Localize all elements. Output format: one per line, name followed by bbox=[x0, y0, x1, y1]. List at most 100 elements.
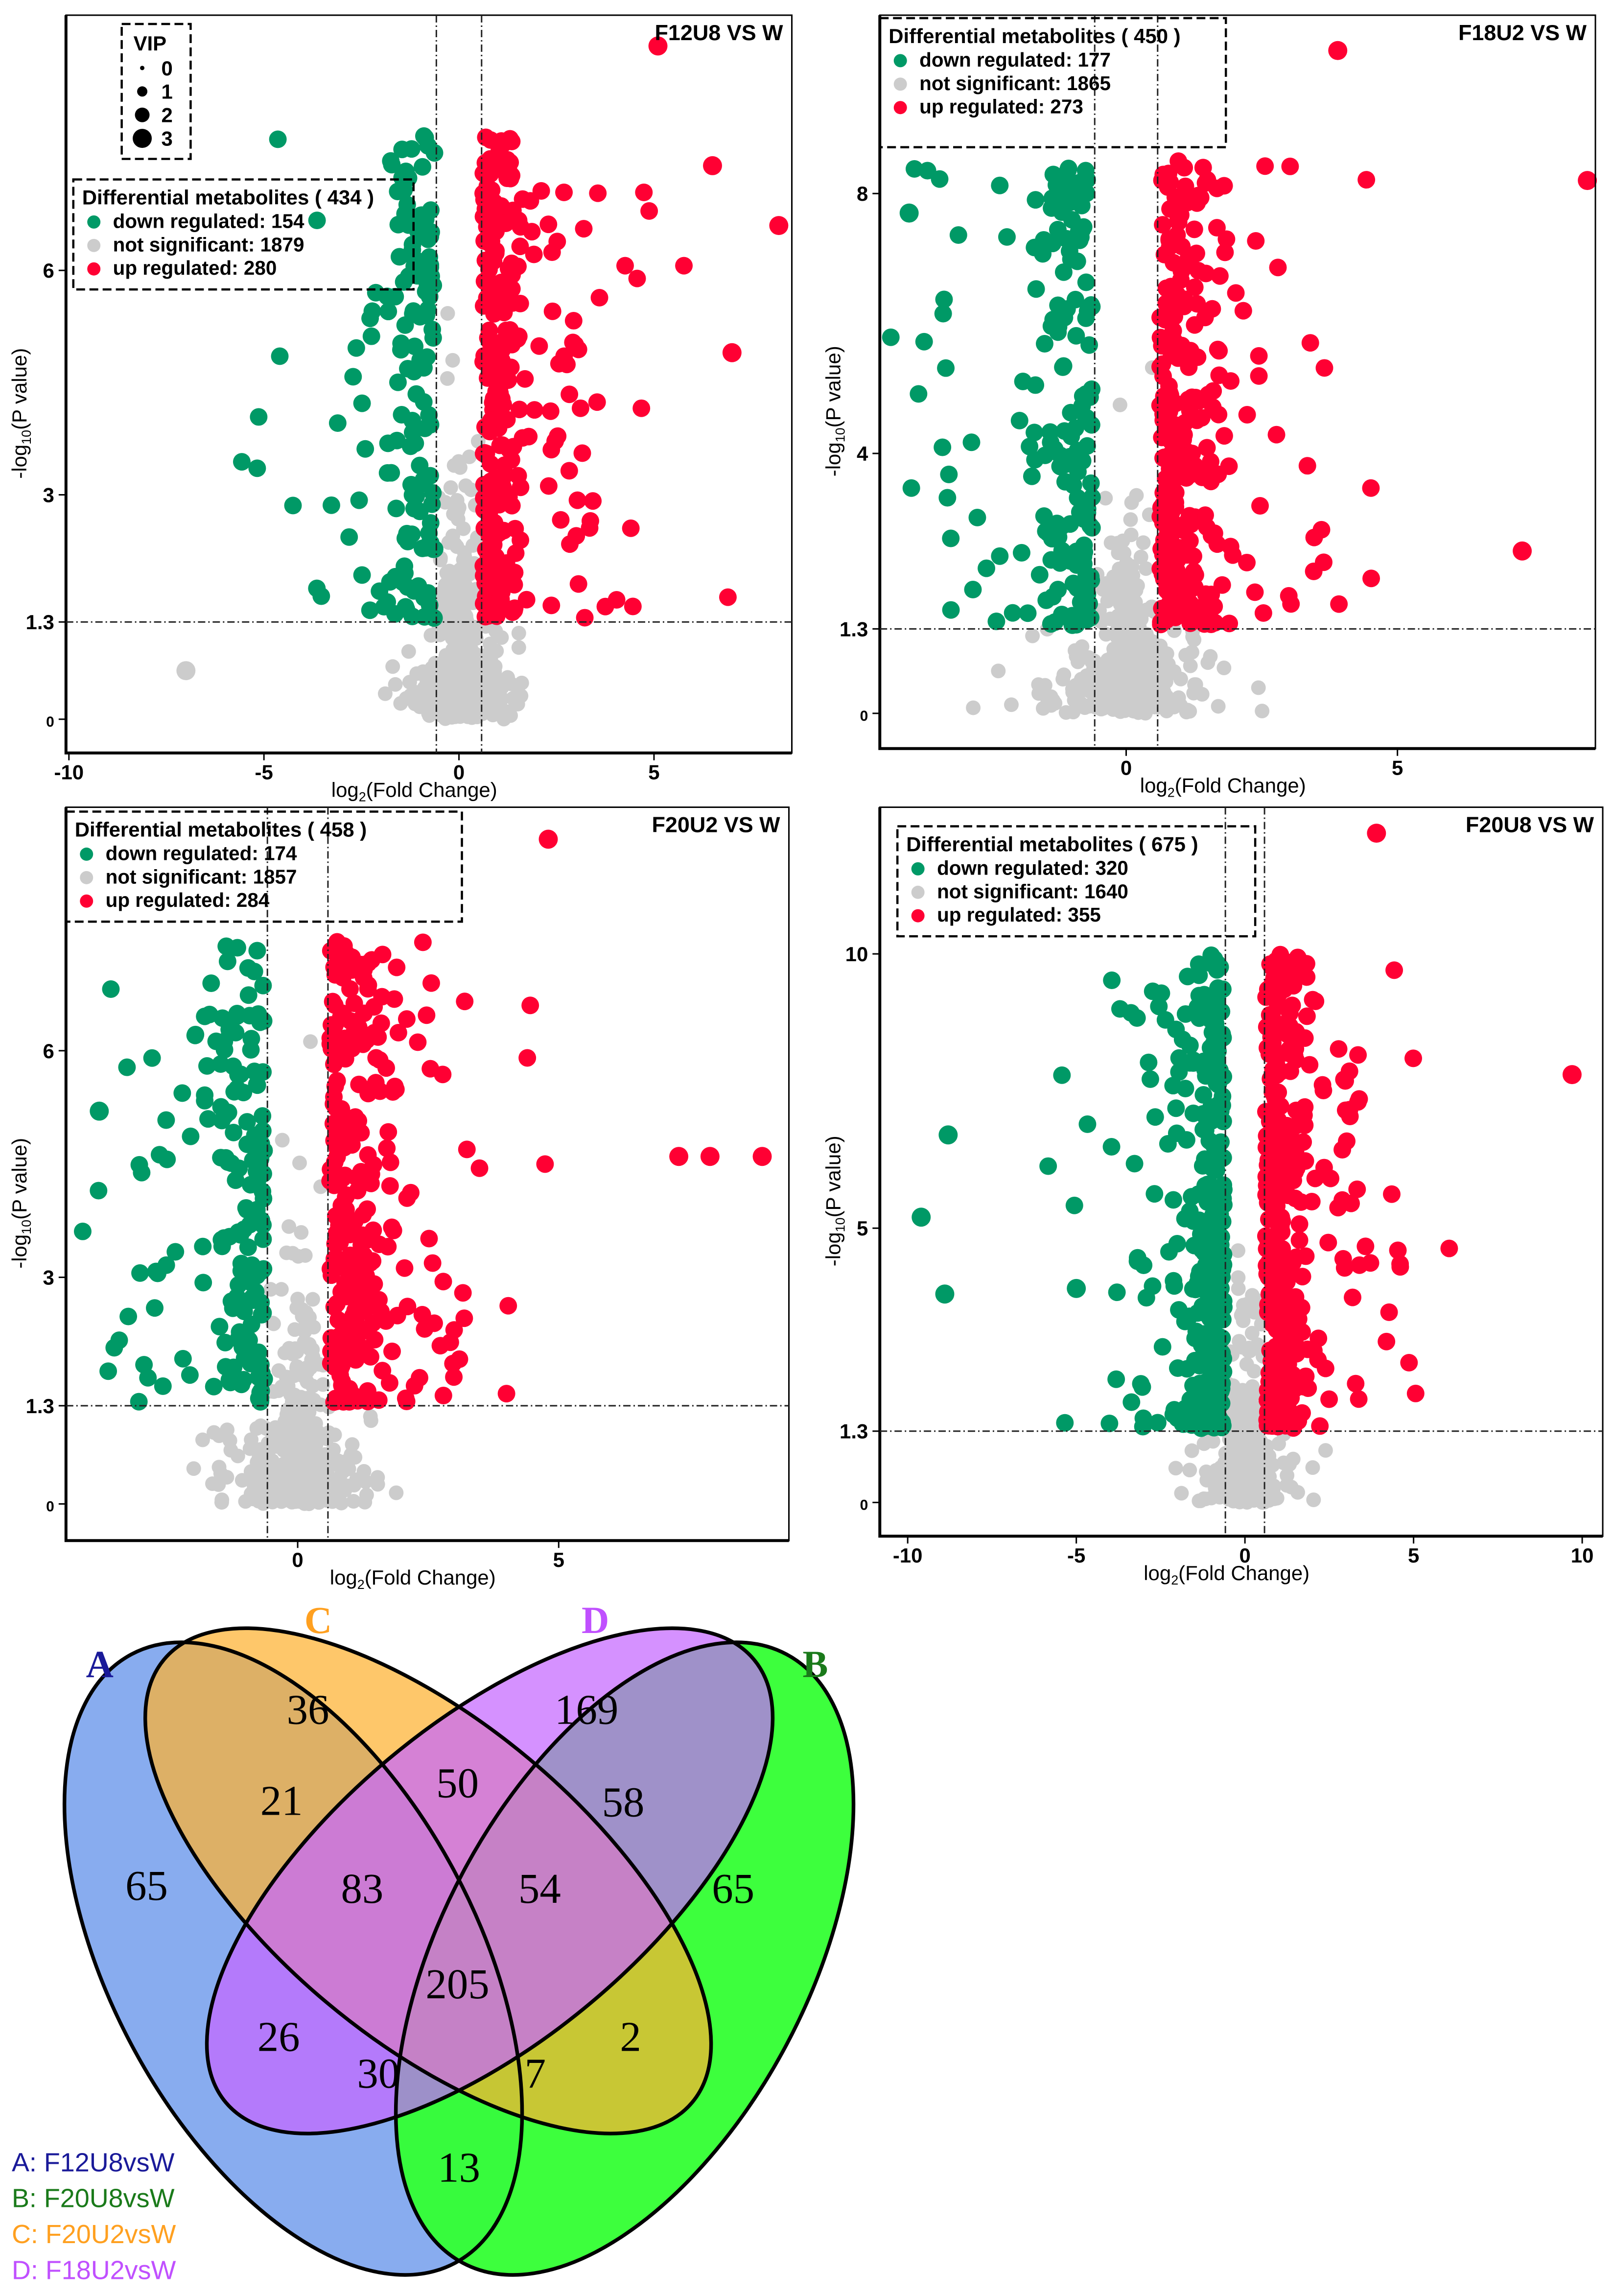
x-axis-label-part: (Fold Change) bbox=[1178, 1562, 1309, 1585]
point-down bbox=[367, 284, 385, 302]
point-up bbox=[1278, 1273, 1296, 1291]
point-down bbox=[1198, 1212, 1216, 1231]
point-down bbox=[393, 168, 411, 187]
point-up bbox=[372, 1302, 390, 1321]
point-down bbox=[1063, 187, 1081, 205]
point-up bbox=[700, 1147, 720, 1166]
point-up bbox=[480, 260, 498, 279]
point-down bbox=[403, 236, 421, 254]
point-up bbox=[568, 491, 586, 509]
point-up bbox=[383, 1342, 401, 1360]
legend-title: Differential metabolites ( 675 ) bbox=[906, 832, 1198, 855]
point-down bbox=[912, 1207, 931, 1227]
point-up bbox=[1258, 1177, 1276, 1195]
point-down bbox=[1042, 317, 1060, 335]
point-up bbox=[549, 427, 567, 445]
point-down bbox=[1189, 1274, 1207, 1292]
venn-region-D: 169 bbox=[555, 1686, 618, 1733]
point-ns bbox=[345, 1437, 360, 1452]
point-ns bbox=[417, 689, 432, 705]
point-ns bbox=[305, 1292, 320, 1307]
volcano-plot-3: 0 5 0 1.3 3 6 log2(Fold Change) -log10(P value)… bbox=[8, 806, 790, 1592]
point-up bbox=[510, 327, 528, 345]
point-up bbox=[1342, 1194, 1360, 1212]
point-ns bbox=[481, 694, 496, 709]
point-ns bbox=[1282, 1457, 1297, 1472]
point-ns bbox=[1031, 686, 1046, 701]
x-axis-label: log2(Fold Change) bbox=[330, 1566, 496, 1592]
point-up bbox=[571, 399, 589, 417]
legend-title: Differential metabolites ( 434 ) bbox=[82, 186, 374, 209]
point-down bbox=[1068, 579, 1086, 597]
x-axis-label-part: log bbox=[331, 779, 359, 802]
point-down bbox=[174, 1349, 192, 1368]
point-up bbox=[1305, 562, 1323, 580]
point-up bbox=[488, 519, 506, 537]
point-ns bbox=[281, 1484, 296, 1499]
x-axis-label-part: (Fold Change) bbox=[365, 1566, 496, 1589]
point-up bbox=[573, 444, 591, 462]
point-down bbox=[216, 1333, 234, 1351]
point-down bbox=[1197, 1256, 1215, 1274]
point-up bbox=[421, 1060, 440, 1078]
y-tick-label: 0 bbox=[860, 1497, 868, 1513]
plot-title: F20U8 VS W bbox=[1466, 812, 1594, 837]
point-up bbox=[511, 237, 529, 256]
point-down bbox=[375, 598, 393, 616]
point-up bbox=[1336, 1072, 1355, 1090]
legend-marker-down bbox=[87, 215, 101, 229]
venn-region-BCD: 54 bbox=[518, 1865, 561, 1912]
point-ns bbox=[1231, 1487, 1246, 1502]
point-up bbox=[334, 1383, 352, 1401]
point-ns bbox=[511, 640, 526, 655]
point-down bbox=[915, 332, 933, 351]
point-up bbox=[1290, 1231, 1309, 1249]
point-up bbox=[482, 605, 500, 623]
point-up bbox=[477, 128, 495, 146]
point-ns bbox=[1306, 1492, 1321, 1507]
point-down bbox=[1128, 1249, 1146, 1267]
point-down bbox=[1055, 422, 1074, 440]
point-down bbox=[199, 1110, 217, 1128]
point-up bbox=[1578, 171, 1597, 190]
point-up bbox=[622, 519, 640, 537]
point-up bbox=[518, 1049, 537, 1067]
point-down bbox=[1056, 1414, 1074, 1432]
venn-region-ABC: 7 bbox=[525, 2050, 546, 2097]
point-ns bbox=[363, 1409, 378, 1424]
point-up bbox=[495, 366, 514, 384]
point-up bbox=[1298, 457, 1316, 475]
plot-border bbox=[65, 806, 790, 1541]
x-axis-label-part: 2 bbox=[1168, 785, 1175, 800]
y-axis-label-part: 10 bbox=[833, 1217, 847, 1232]
point-ns bbox=[438, 495, 453, 510]
point-up bbox=[1238, 553, 1256, 571]
point-up bbox=[525, 245, 543, 263]
point-down bbox=[255, 1260, 273, 1278]
point-down bbox=[1030, 566, 1049, 584]
point-up bbox=[1268, 1226, 1286, 1244]
point-up bbox=[1383, 1185, 1401, 1203]
point-ns bbox=[303, 1034, 318, 1049]
point-ns bbox=[1231, 1243, 1246, 1258]
point-up bbox=[357, 1278, 375, 1296]
point-up bbox=[1165, 254, 1183, 272]
point-up bbox=[487, 548, 505, 566]
point-up bbox=[487, 578, 505, 596]
point-ns bbox=[195, 1432, 210, 1447]
point-ns bbox=[1271, 1436, 1286, 1451]
y-tick-label: 0 bbox=[46, 1498, 54, 1515]
plot-border bbox=[65, 14, 793, 754]
point-down bbox=[1122, 1393, 1141, 1411]
point-up bbox=[336, 945, 354, 963]
plot-title: F20U2 VS W bbox=[652, 812, 780, 837]
point-down bbox=[1137, 1289, 1155, 1307]
venn-legend-B: B: F20U8vsW bbox=[12, 2184, 175, 2213]
point-up bbox=[325, 1298, 343, 1316]
point-ns bbox=[337, 1461, 352, 1476]
x-axis-label-part: 2 bbox=[1171, 1573, 1178, 1587]
point-up bbox=[1404, 1049, 1422, 1067]
vip-size-marker bbox=[133, 129, 152, 148]
y-axis-label: -log10(P value) bbox=[8, 348, 34, 479]
point-up bbox=[521, 996, 539, 1015]
